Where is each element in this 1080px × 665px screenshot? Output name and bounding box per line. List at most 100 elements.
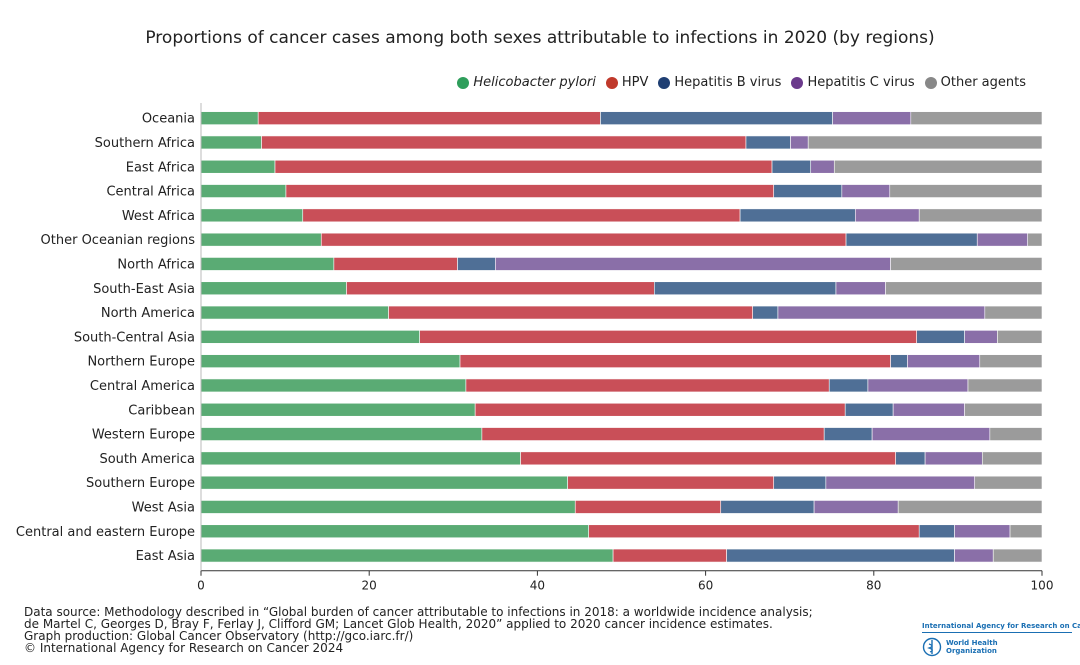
- bar-southern-europe-other-agents: [974, 475, 1043, 490]
- legend-marker-hepatitis-c: [791, 76, 804, 89]
- category-label-west-asia: West Asia: [132, 500, 195, 515]
- category-label-south-east-asia: South-East Asia: [93, 282, 195, 297]
- bar-southern-africa-hpv: [261, 135, 747, 150]
- bar-south-east-asia-helicobacter-pylori: [200, 281, 347, 296]
- legend-label-hpv: HPV: [621, 75, 649, 90]
- bar-western-europe-hpv: [481, 427, 825, 441]
- category-label-west-africa: West Africa: [122, 209, 195, 224]
- bar-south-central-asia-hepatitis-b-virus: [916, 330, 965, 344]
- bar-central-africa-other-agents: [889, 184, 1043, 198]
- footer-line-1: Data source: Methodology described in “G…: [24, 605, 813, 619]
- footer-line-2: de Martel C, Georges D, Bray F, Ferlay J…: [24, 617, 773, 631]
- who-logo-line-1: World Health: [946, 639, 998, 647]
- legend-item-h-pylori[interactable]: Helicobacter pylori: [457, 75, 596, 90]
- category-label-other-oceanian-regions: Other Oceanian regions: [41, 233, 196, 248]
- bar-west-africa-helicobacter-pylori: [200, 208, 304, 223]
- bar-south-east-asia-other-agents: [885, 281, 1043, 296]
- bar-central-africa-hpv: [285, 184, 775, 198]
- bar-central-africa-hepatitis-b-virus: [773, 184, 843, 198]
- legend-label-h-pylori: Helicobacter pylori: [473, 75, 596, 90]
- bar-central-africa-helicobacter-pylori: [200, 184, 287, 198]
- x-tick-label-40: 40: [530, 579, 545, 593]
- bar-south-america-other-agents: [981, 451, 1043, 466]
- bar-northern-europe-hpv: [459, 354, 891, 368]
- category-label-north-america: North America: [101, 306, 195, 321]
- legend-item-other-agents[interactable]: Other agents: [924, 75, 1026, 90]
- bar-east-asia-helicobacter-pylori: [200, 548, 614, 563]
- x-tick-label-60: 60: [698, 579, 713, 593]
- bar-west-africa-other-agents: [918, 208, 1043, 223]
- bar-west-asia-hepatitis-b-virus: [720, 500, 815, 514]
- category-label-east-asia: East Asia: [136, 549, 195, 564]
- bar-east-africa-hepatitis-c-virus: [810, 159, 835, 174]
- category-label-central-africa: Central Africa: [106, 185, 195, 200]
- legend-marker-other-agents: [924, 76, 937, 89]
- legend-marker-h-pylori: [457, 76, 470, 89]
- bar-north-america-helicobacter-pylori: [200, 305, 389, 320]
- legend-item-hepatitis-c[interactable]: Hepatitis C virus: [791, 75, 915, 90]
- bar-east-asia-other-agents: [992, 548, 1043, 563]
- bar-central-and-eastern-europe-hepatitis-b-virus: [918, 524, 955, 539]
- bar-central-america-helicobacter-pylori: [200, 378, 467, 393]
- bar-north-america-hpv: [388, 305, 753, 320]
- bar-other-oceanian-regions-hpv: [320, 232, 847, 247]
- legend-label-hepatitis-b: Hepatitis B virus: [674, 75, 782, 90]
- category-label-east-africa: East Africa: [126, 160, 195, 175]
- footer-line-4: © International Agency for Research on C…: [24, 641, 344, 655]
- who-logo-text: World Health Organization: [946, 639, 998, 655]
- logos: International Agency for Research on Can…: [922, 622, 1080, 657]
- bar-north-africa-other-agents: [890, 257, 1043, 271]
- bar-oceania-helicobacter-pylori: [200, 111, 259, 125]
- bar-oceania-other-agents: [910, 111, 1043, 125]
- bar-other-oceanian-regions-hepatitis-c-virus: [976, 232, 1029, 247]
- bar-east-africa-other-agents: [833, 159, 1043, 174]
- bar-south-central-asia-other-agents: [997, 330, 1043, 344]
- bar-east-africa-helicobacter-pylori: [200, 159, 276, 174]
- x-tick-label-20: 20: [362, 579, 377, 593]
- bar-east-asia-hepatitis-b-virus: [726, 548, 955, 563]
- bar-oceania-hepatitis-c-virus: [832, 111, 912, 125]
- bar-west-africa-hpv: [302, 208, 741, 223]
- bar-western-europe-other-agents: [989, 427, 1043, 441]
- bar-western-europe-hepatitis-c-virus: [871, 427, 991, 441]
- x-tick-label-0: 0: [197, 579, 205, 593]
- bar-central-america-hepatitis-b-virus: [828, 378, 869, 393]
- bar-southern-europe-hepatitis-b-virus: [773, 475, 827, 490]
- bar-northern-europe-hepatitis-c-virus: [907, 354, 981, 368]
- bar-central-america-other-agents: [967, 378, 1043, 393]
- bar-east-africa-hepatitis-b-virus: [771, 159, 812, 174]
- bar-south-central-asia-hepatitis-c-virus: [964, 330, 998, 344]
- category-label-southern-europe: Southern Europe: [86, 476, 195, 491]
- bar-north-africa-hpv: [333, 257, 458, 271]
- who-logo-line-2: Organization: [946, 647, 997, 655]
- bar-north-africa-hepatitis-b-virus: [457, 257, 496, 271]
- legend-marker-hepatitis-b: [658, 76, 671, 89]
- bar-north-africa-hepatitis-c-virus: [495, 257, 891, 271]
- bar-north-america-other-agents: [984, 305, 1043, 320]
- legend-item-hepatitis-b[interactable]: Hepatitis B virus: [658, 75, 781, 90]
- legend-marker-hpv: [605, 76, 618, 89]
- bar-oceania-hpv: [257, 111, 601, 125]
- bar-south-america-hepatitis-c-virus: [924, 451, 983, 466]
- bar-southern-africa-helicobacter-pylori: [200, 135, 262, 150]
- bar-western-europe-hepatitis-b-virus: [823, 427, 873, 441]
- bar-other-oceanian-regions-hepatitis-b-virus: [845, 232, 978, 247]
- bar-central-and-eastern-europe-hpv: [588, 524, 920, 539]
- category-label-central-and-eastern-europe: Central and eastern Europe: [16, 525, 195, 540]
- bar-southern-europe-helicobacter-pylori: [200, 475, 568, 490]
- bar-north-america-hepatitis-c-virus: [777, 305, 986, 320]
- bar-southern-africa-other-agents: [807, 135, 1043, 150]
- bar-north-africa-helicobacter-pylori: [200, 257, 335, 271]
- bar-east-africa-hpv: [274, 159, 773, 174]
- who-logo: World Health Organization: [922, 637, 1072, 657]
- legend-item-hpv[interactable]: HPV: [605, 75, 649, 90]
- bar-caribbean-helicobacter-pylori: [200, 402, 476, 417]
- x-tick-label-100: 100: [1031, 579, 1054, 593]
- bar-central-and-eastern-europe-hepatitis-c-virus: [954, 524, 1011, 539]
- bar-south-east-asia-hpv: [346, 281, 655, 296]
- bar-southern-europe-hpv: [567, 475, 775, 490]
- legend-label-hepatitis-c: Hepatitis C virus: [807, 75, 915, 90]
- bar-north-america-hepatitis-b-virus: [752, 305, 779, 320]
- bar-other-oceanian-regions-helicobacter-pylori: [200, 232, 322, 247]
- bar-south-america-hpv: [520, 451, 896, 466]
